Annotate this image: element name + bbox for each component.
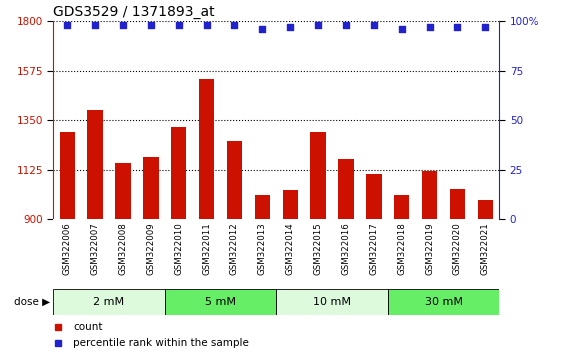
Text: GSM322006: GSM322006 — [63, 222, 72, 275]
Text: GSM322018: GSM322018 — [397, 222, 406, 275]
Text: GSM322016: GSM322016 — [342, 222, 351, 275]
Text: 30 mM: 30 mM — [425, 297, 462, 307]
Bar — [171, 127, 186, 219]
Point — [91, 22, 100, 28]
Text: GSM322021: GSM322021 — [481, 222, 490, 275]
Bar — [310, 132, 326, 219]
Bar — [255, 195, 270, 219]
Bar — [338, 159, 353, 219]
Bar — [366, 174, 381, 219]
Point — [342, 22, 351, 28]
Bar — [422, 171, 437, 219]
Text: GSM322019: GSM322019 — [425, 222, 434, 275]
Bar — [165, 289, 276, 315]
Bar — [388, 289, 499, 315]
Point — [230, 22, 239, 28]
Point — [369, 22, 378, 28]
Text: GSM322007: GSM322007 — [91, 222, 100, 275]
Bar — [227, 141, 242, 219]
Text: GSM322014: GSM322014 — [286, 222, 295, 275]
Text: GSM322008: GSM322008 — [118, 222, 127, 275]
Text: 2 mM: 2 mM — [94, 297, 125, 307]
Bar — [59, 132, 75, 219]
Text: GSM322011: GSM322011 — [202, 222, 211, 275]
Text: GDS3529 / 1371893_at: GDS3529 / 1371893_at — [53, 5, 215, 19]
Point — [481, 24, 490, 30]
Text: GSM322010: GSM322010 — [174, 222, 183, 275]
Bar — [276, 289, 388, 315]
Text: 10 mM: 10 mM — [313, 297, 351, 307]
Point — [202, 22, 211, 28]
Bar — [477, 200, 493, 219]
Bar — [143, 157, 159, 219]
Bar — [450, 189, 465, 219]
Text: 5 mM: 5 mM — [205, 297, 236, 307]
Bar — [53, 289, 165, 315]
Bar — [116, 163, 131, 219]
Point — [258, 26, 267, 32]
Text: GSM322013: GSM322013 — [258, 222, 267, 275]
Text: GSM322012: GSM322012 — [230, 222, 239, 275]
Point — [118, 22, 127, 28]
Bar — [199, 79, 214, 219]
Text: GSM322020: GSM322020 — [453, 222, 462, 275]
Text: dose ▶: dose ▶ — [15, 297, 50, 307]
Text: GSM322017: GSM322017 — [369, 222, 378, 275]
Point — [397, 26, 406, 32]
Bar — [88, 110, 103, 219]
Point — [453, 24, 462, 30]
Text: GSM322009: GSM322009 — [146, 222, 155, 275]
Bar — [283, 190, 298, 219]
Point — [286, 24, 295, 30]
Point — [63, 22, 72, 28]
Bar — [394, 195, 410, 219]
Text: GSM322015: GSM322015 — [314, 222, 323, 275]
Point — [146, 22, 155, 28]
Point — [174, 22, 183, 28]
Point — [314, 22, 323, 28]
Point — [425, 24, 434, 30]
Text: count: count — [73, 322, 103, 332]
Text: percentile rank within the sample: percentile rank within the sample — [73, 338, 249, 348]
